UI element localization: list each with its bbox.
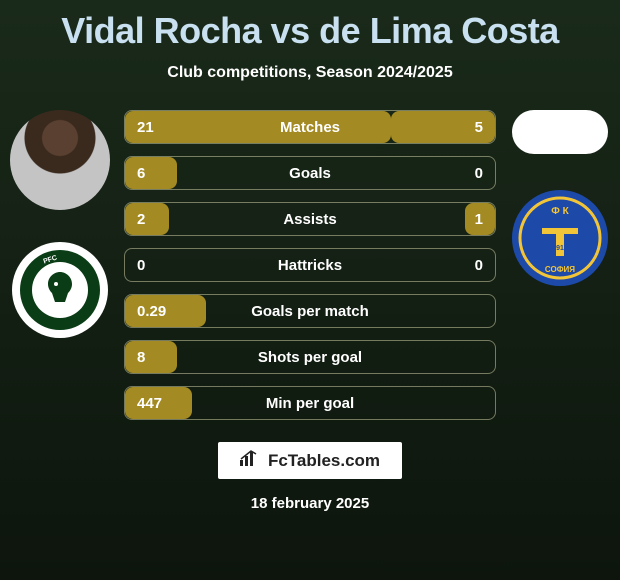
stat-value-left: 447 [125, 395, 175, 412]
ludogorets-badge-icon: 1945 PFC [12, 242, 108, 338]
stat-value-left: 0 [125, 257, 175, 274]
chart-icon [240, 450, 260, 471]
right-player-flag [512, 110, 608, 154]
footer: FcTables.com 18 february 2025 [0, 442, 620, 512]
stat-value-left: 8 [125, 349, 175, 366]
stat-label: Hattricks [175, 257, 445, 274]
stat-row: 0Hattricks0 [124, 248, 496, 282]
page-subtitle: Club competitions, Season 2024/2025 [0, 64, 620, 82]
logo-text: FcTables.com [268, 451, 380, 471]
left-column: 1945 PFC [8, 110, 112, 338]
svg-text:1945: 1945 [51, 307, 69, 316]
right-column: Ф К СОФИЯ 1914 [508, 110, 612, 286]
left-club-badge: 1945 PFC [12, 242, 108, 338]
stat-row: 21Matches5 [124, 110, 496, 144]
stat-value-right: 0 [445, 257, 495, 274]
stat-label: Assists [175, 211, 445, 228]
stat-value-left: 6 [125, 165, 175, 182]
svg-text:1914: 1914 [552, 245, 568, 252]
stats-bars: 21Matches56Goals02Assists10Hattricks00.2… [112, 110, 508, 420]
stat-label: Matches [175, 119, 445, 136]
stat-row: 447Min per goal [124, 386, 496, 420]
generated-date: 18 february 2025 [251, 495, 369, 512]
stat-value-right: 1 [445, 211, 495, 228]
svg-text:СОФИЯ: СОФИЯ [545, 265, 575, 274]
stat-row: 6Goals0 [124, 156, 496, 190]
stat-label: Goals per match [175, 303, 445, 320]
right-club-badge: Ф К СОФИЯ 1914 [512, 190, 608, 286]
stat-row: 0.29Goals per match [124, 294, 496, 328]
stat-label: Goals [175, 165, 445, 182]
fctables-logo[interactable]: FcTables.com [218, 442, 402, 479]
stat-label: Shots per goal [175, 349, 445, 366]
stat-value-right: 0 [445, 165, 495, 182]
comparison-layout: 1945 PFC 21Matches56Goals02Assists10Hatt… [0, 110, 620, 420]
page-title: Vidal Rocha vs de Lima Costa [0, 0, 620, 52]
stat-value-right: 5 [445, 119, 495, 136]
stat-value-left: 0.29 [125, 303, 175, 320]
stat-label: Min per goal [175, 395, 445, 412]
stat-value-left: 21 [125, 119, 175, 136]
stat-row: 2Assists1 [124, 202, 496, 236]
left-player-avatar [10, 110, 110, 210]
levski-badge-icon: Ф К СОФИЯ 1914 [512, 190, 608, 286]
svg-text:Ф К: Ф К [551, 206, 569, 217]
stat-value-left: 2 [125, 211, 175, 228]
stat-row: 8Shots per goal [124, 340, 496, 374]
